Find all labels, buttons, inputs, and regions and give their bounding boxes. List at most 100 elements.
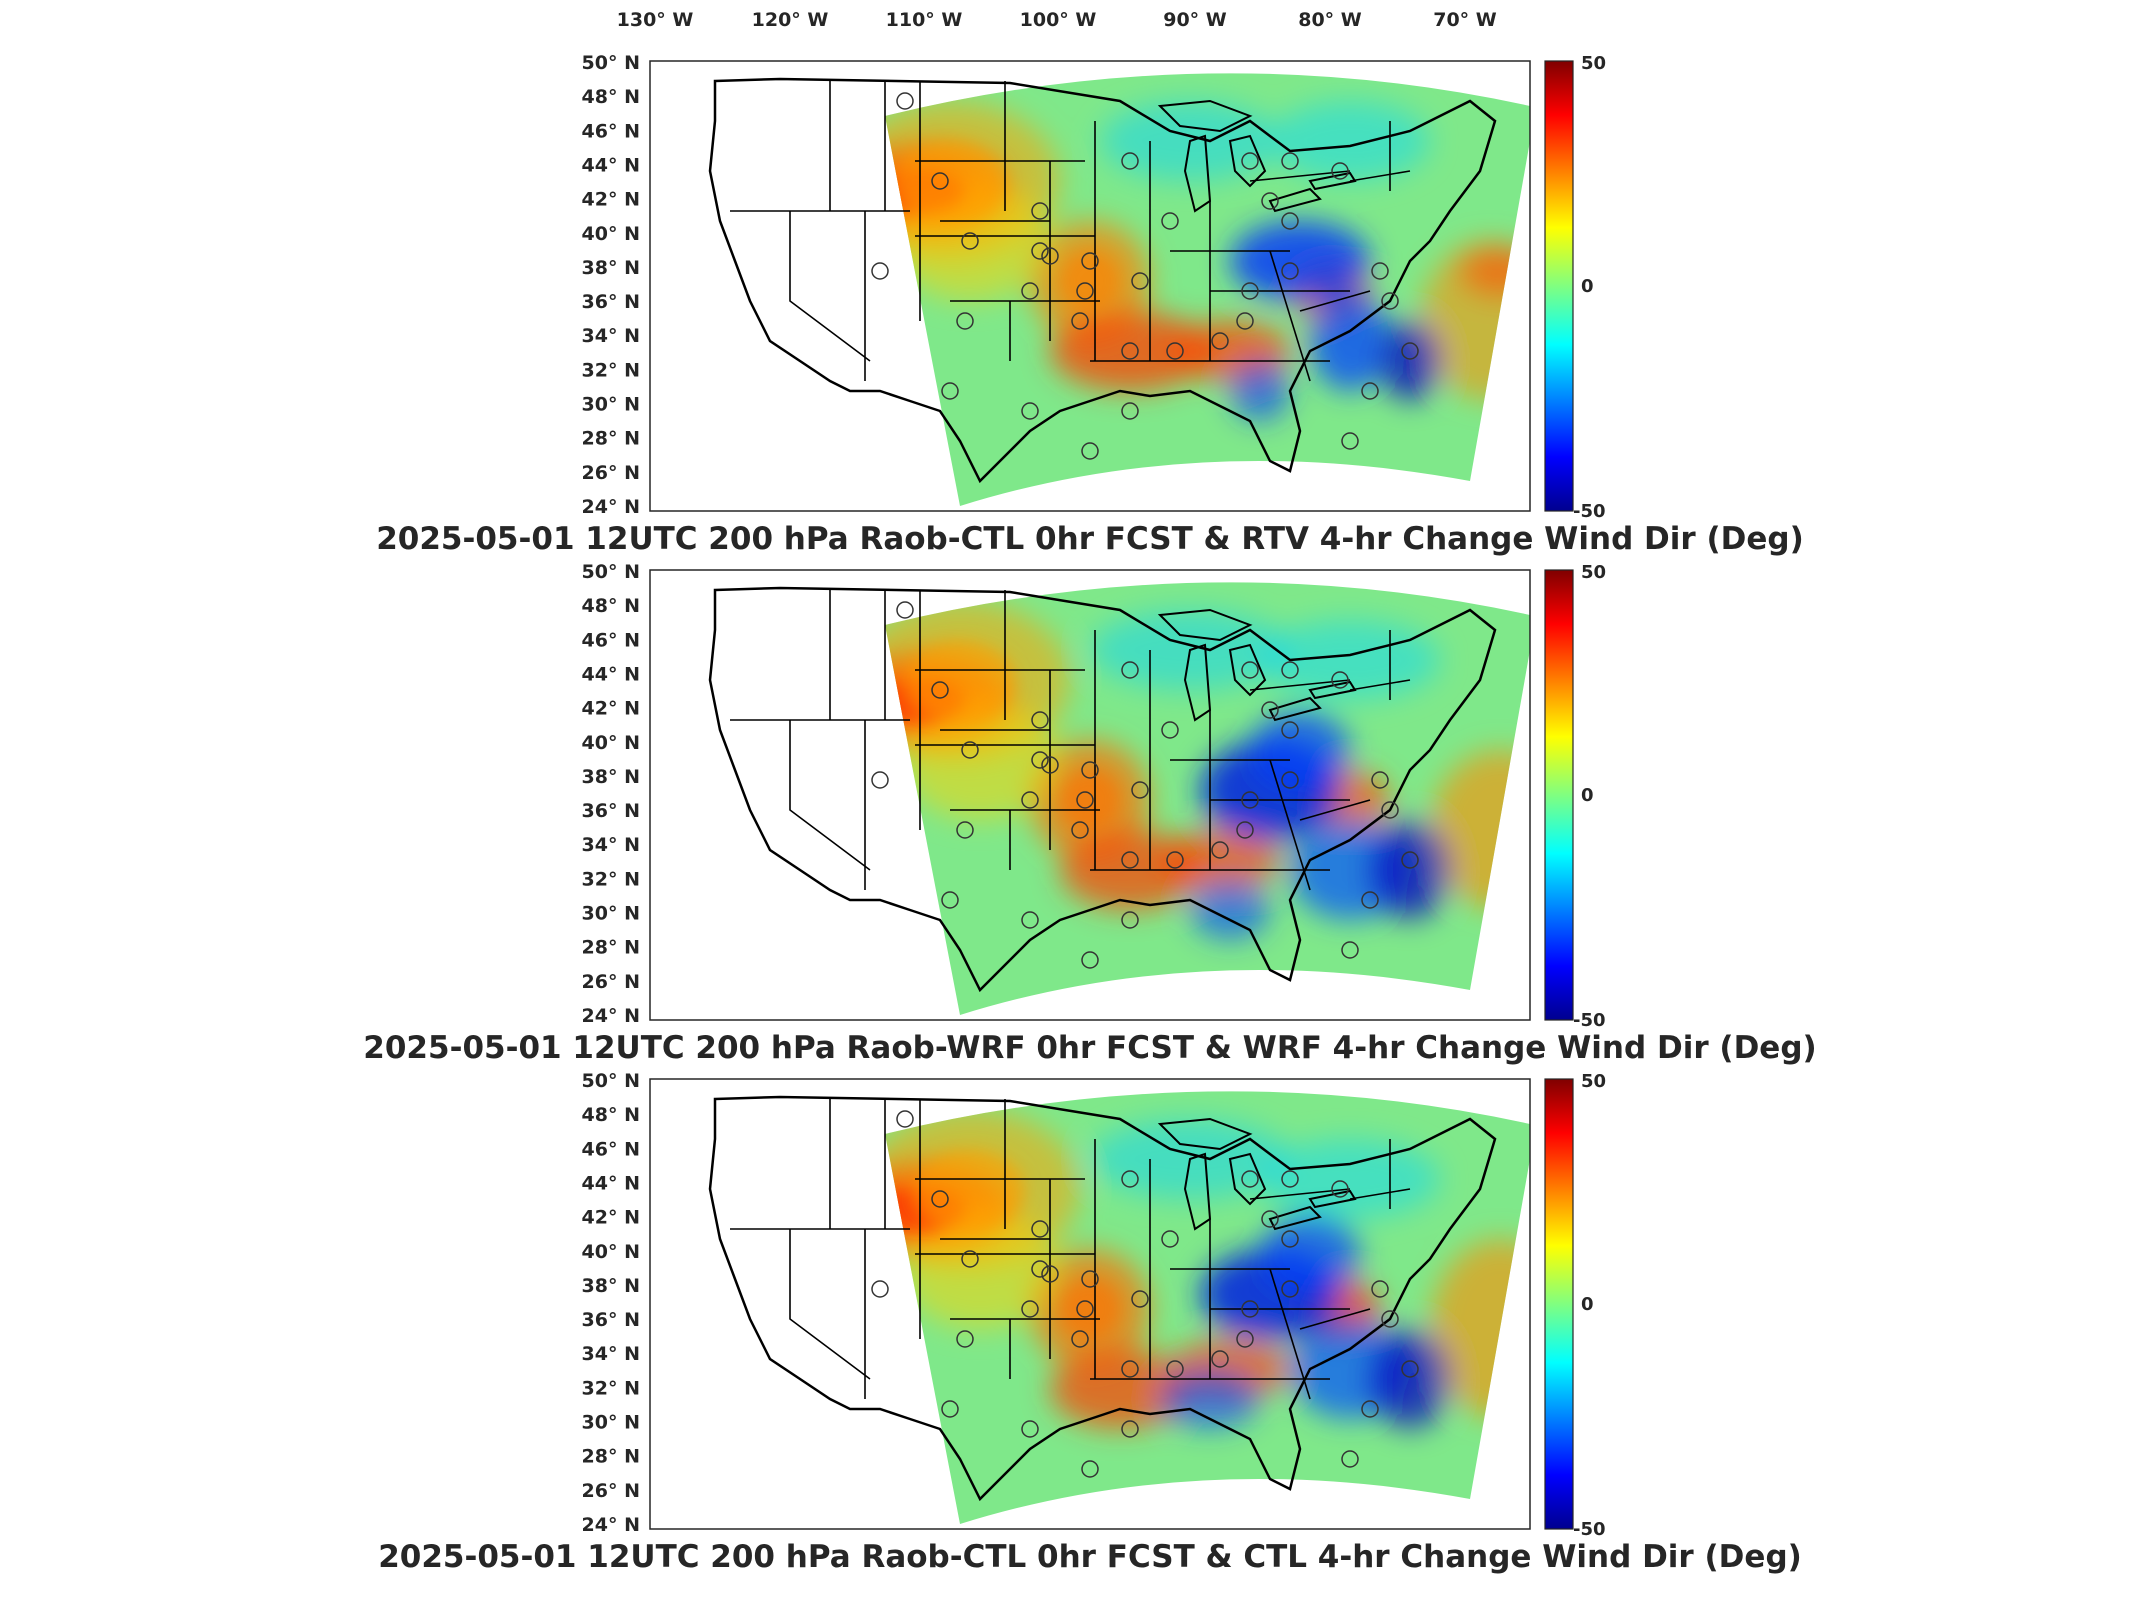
station-marker — [1041, 1265, 1059, 1283]
station-marker — [1281, 262, 1299, 280]
field-anomaly — [1430, 1239, 1530, 1419]
field-anomaly — [1050, 311, 1210, 391]
lat-label: 46° N — [582, 120, 640, 142]
station-marker — [1341, 1450, 1359, 1468]
station-marker — [1371, 771, 1389, 789]
station-marker — [1341, 432, 1359, 450]
lat-label: 42° N — [582, 189, 640, 211]
station-marker — [1071, 312, 1089, 330]
station-marker — [1031, 1260, 1049, 1278]
station-marker — [1281, 212, 1299, 230]
state-border — [1349, 170, 1411, 182]
station-marker — [1401, 342, 1419, 360]
lat-label: 42° N — [582, 698, 640, 720]
latitude-labels: 50° N 48° N 46° N 44° N 42° N 40° N 38° N 36° N… — [582, 561, 640, 1027]
lat-label: 50° N — [582, 561, 640, 583]
station-marker — [1041, 247, 1059, 265]
station-marker — [1166, 342, 1184, 360]
map-area — [650, 1079, 1530, 1529]
colorbar-mid-label: 0 — [1581, 276, 1594, 297]
lat-label: 42° N — [582, 1207, 640, 1229]
boundaries — [708, 77, 1497, 484]
state-border — [1299, 290, 1371, 312]
lat-label: 48° N — [582, 595, 640, 617]
state-border — [1249, 1188, 1351, 1200]
lat-label: 24° N — [582, 496, 640, 518]
station-marker — [931, 1190, 949, 1208]
lat-label: 34° N — [582, 834, 640, 856]
map-area — [650, 570, 1530, 1020]
station-marker — [1401, 1360, 1419, 1378]
station-marker — [1021, 282, 1039, 300]
station-marker — [1331, 162, 1349, 180]
station-marker — [1131, 781, 1149, 799]
lon-label: 110° W — [886, 9, 963, 31]
coastline — [708, 1095, 1497, 1502]
station-marker — [1241, 661, 1259, 679]
state-border — [1349, 679, 1411, 691]
station-marker — [1031, 1220, 1049, 1238]
state-border — [1249, 170, 1351, 182]
station-marker — [1371, 1280, 1389, 1298]
lon-label: 80° W — [1298, 9, 1362, 31]
colorbar-max-label: 50 — [1581, 562, 1606, 583]
state-border — [1349, 1188, 1411, 1200]
station-marker — [1081, 951, 1099, 969]
station-marker — [1081, 761, 1099, 779]
station-marker — [1021, 1300, 1039, 1318]
lat-label: 28° N — [582, 937, 640, 959]
field-core — [905, 640, 1015, 720]
station-marker — [1361, 891, 1379, 909]
raob-stations — [871, 601, 1419, 969]
lat-label: 46° N — [582, 1138, 640, 1160]
station-marker — [1076, 282, 1094, 300]
field-anomaly — [1230, 221, 1370, 301]
colorbar — [1544, 1078, 1574, 1530]
station-marker — [941, 1400, 959, 1418]
station-marker — [1261, 192, 1279, 210]
field-core — [895, 141, 1005, 221]
state-border — [1269, 250, 1311, 382]
coastline — [708, 586, 1497, 993]
field-core — [1060, 770, 1120, 830]
station-marker — [1281, 721, 1299, 739]
map-frame — [649, 569, 1531, 1021]
lon-label: 120° W — [752, 9, 829, 31]
field-anomaly — [1190, 880, 1270, 940]
lon-label: 70° W — [1433, 9, 1497, 31]
raob-stations — [871, 92, 1419, 460]
station-marker — [1361, 382, 1379, 400]
field-anomaly — [1380, 321, 1440, 401]
colorbar-min-label: -50 — [1573, 501, 1606, 522]
station-marker — [1081, 1270, 1099, 1288]
lat-label: 44° N — [582, 663, 640, 685]
colorbar — [1544, 569, 1574, 1021]
station-marker — [871, 262, 889, 280]
station-marker — [1166, 851, 1184, 869]
station-marker — [1211, 332, 1229, 350]
panels: 50° N 48° N 46° N 44° N 42° N 40° N 38° N 36° N… — [363, 52, 1816, 1575]
station-marker — [1161, 1230, 1179, 1248]
station-marker — [1371, 262, 1389, 280]
station-marker — [1071, 1330, 1089, 1348]
field-anomaly — [1160, 1369, 1260, 1429]
station-marker — [1031, 202, 1049, 220]
lat-label: 40° N — [582, 732, 640, 754]
station-marker — [961, 741, 979, 759]
station-marker — [1281, 661, 1299, 679]
station-marker — [1161, 721, 1179, 739]
station-marker — [1241, 152, 1259, 170]
station-marker — [896, 92, 914, 110]
lon-label: 130° W — [617, 9, 694, 31]
station-marker — [871, 771, 889, 789]
field-anomaly — [1370, 1329, 1450, 1429]
station-marker — [1021, 911, 1039, 929]
great-lake — [1157, 1117, 1253, 1151]
station-marker — [1281, 152, 1299, 170]
coastline — [708, 77, 1497, 484]
state-border — [789, 720, 871, 871]
lat-label: 36° N — [582, 800, 640, 822]
map-panel: 50° N 48° N 46° N 44° N 42° N 40° N 38° N 36° N… — [376, 52, 1804, 557]
great-lake — [1157, 99, 1253, 133]
station-marker — [956, 1330, 974, 1348]
